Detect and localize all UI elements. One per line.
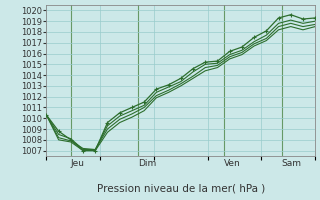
Text: Pression niveau de la mer( hPa ): Pression niveau de la mer( hPa )	[97, 183, 265, 193]
Text: Jeu: Jeu	[71, 159, 84, 168]
Text: Ven: Ven	[224, 159, 241, 168]
Text: Dim: Dim	[138, 159, 156, 168]
Text: Sam: Sam	[282, 159, 302, 168]
